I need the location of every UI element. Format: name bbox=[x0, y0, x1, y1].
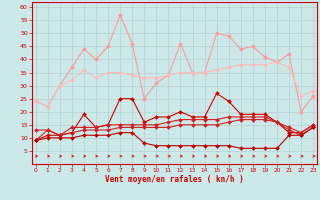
X-axis label: Vent moyen/en rafales ( kn/h ): Vent moyen/en rafales ( kn/h ) bbox=[105, 175, 244, 184]
